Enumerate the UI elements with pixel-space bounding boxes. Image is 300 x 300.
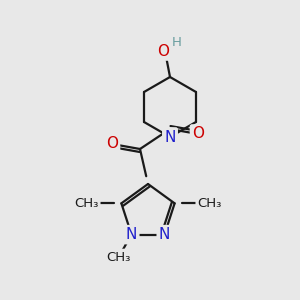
Text: N: N — [159, 227, 170, 242]
Text: O: O — [157, 44, 169, 59]
Text: CH₃: CH₃ — [197, 197, 222, 210]
Text: O: O — [106, 136, 118, 152]
Text: O: O — [192, 127, 204, 142]
Text: H: H — [172, 35, 182, 49]
Text: N: N — [164, 130, 176, 145]
Text: CH₃: CH₃ — [74, 197, 99, 210]
Text: N: N — [126, 227, 137, 242]
Text: CH₃: CH₃ — [106, 251, 131, 264]
